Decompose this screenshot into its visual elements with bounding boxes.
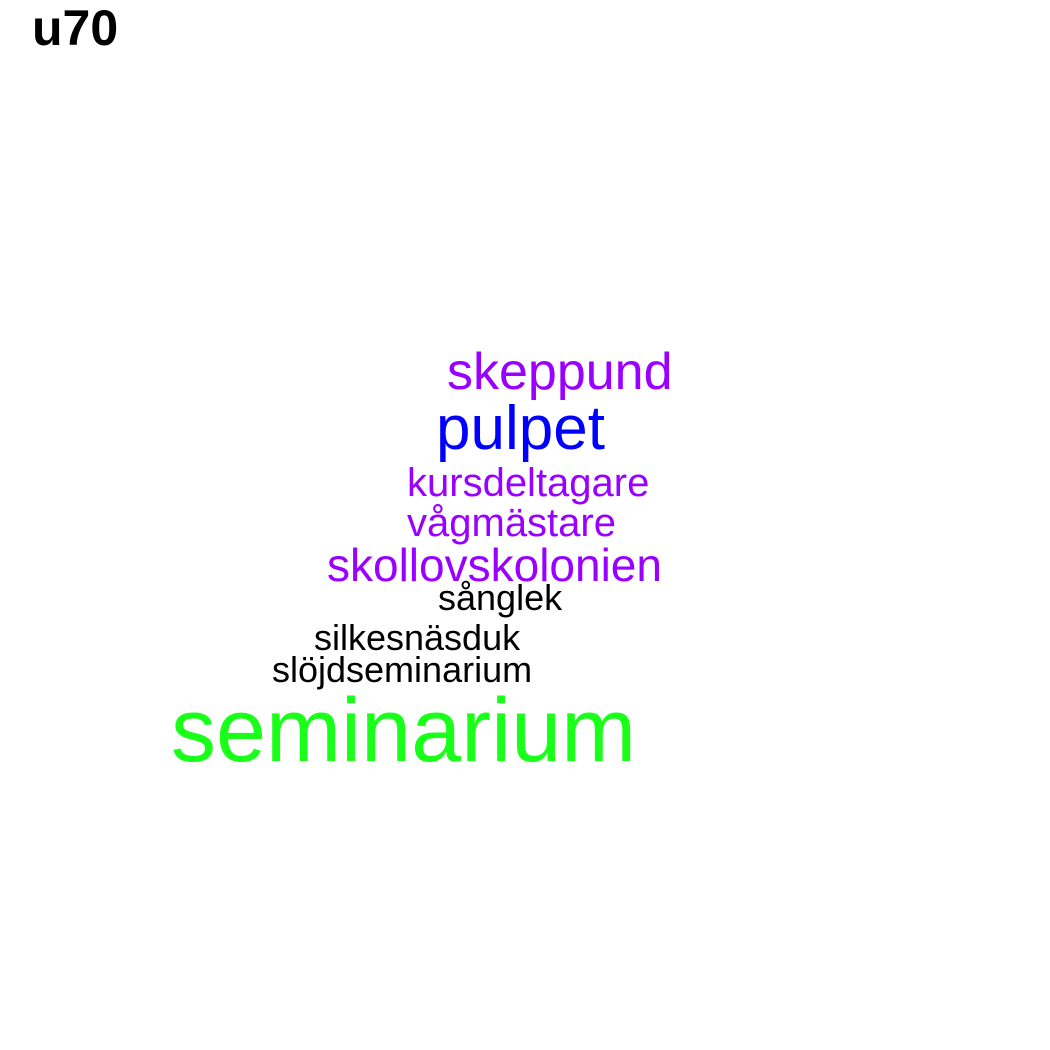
word-seminarium: seminarium [171, 681, 637, 781]
word-slojdseminarium: slöjdseminarium [272, 649, 533, 690]
word-skollovskolonien: skollovskolonien [327, 539, 662, 591]
page-title: u70 [32, 0, 119, 56]
word-pulpet: pulpet [436, 394, 605, 463]
word-vagmastare: vågmästare [407, 501, 616, 545]
word-kursdeltagare: kursdeltagare [407, 461, 650, 505]
word-skeppund: skeppund [447, 343, 673, 401]
word-silkesnasduk: silkesnäsduk [314, 617, 521, 658]
word-sanglek: sånglek [438, 577, 563, 618]
